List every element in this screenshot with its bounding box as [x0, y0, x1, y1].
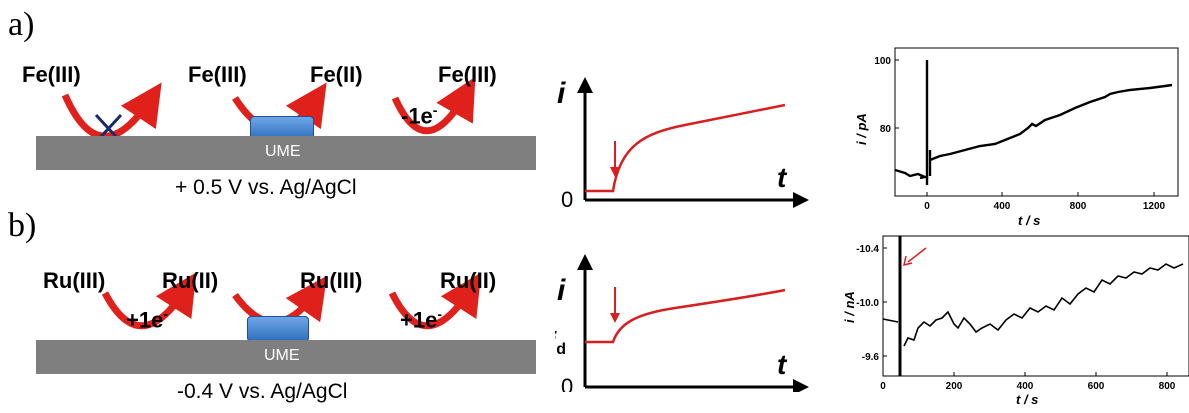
sketch-b-curve	[585, 288, 786, 344]
potential-b: -0.4 V vs. Ag/AgCl	[177, 380, 348, 403]
species-b3: Ru(III)	[300, 268, 363, 293]
plot-a-x-tick-0: 0	[924, 201, 930, 212]
sketch-a: i t 0	[557, 77, 809, 212]
plot-a-y-tick-0: 100	[874, 56, 891, 67]
plot-a-ylabel: i / pA	[854, 113, 869, 145]
electron-transfer-b1: +1e-	[126, 306, 168, 333]
panel-b-label: b)	[8, 207, 37, 244]
plot-b-x-tick-3: 600	[1088, 381, 1105, 392]
arrow-b1	[101, 272, 197, 330]
arrow-b3	[388, 272, 482, 330]
electron-transfer-b2: +1e-	[400, 306, 442, 333]
plot-b-y-tick-1: -10.0	[856, 298, 879, 309]
plot-a-y-tick-1: 80	[880, 124, 892, 135]
adsorbed-particle-b	[247, 316, 309, 342]
plot-b-x-tick-1: 200	[946, 381, 963, 392]
plot-b-ylabel: i / nA	[842, 291, 857, 323]
species-b4: Ru(II)	[440, 268, 497, 293]
plot-b: -10.4 -10.0 -9.6 0 200 400 600 800 i / nA t / …	[838, 228, 1189, 408]
electron-transfer-a: -1e-	[401, 102, 438, 129]
ume-label-a: UME	[265, 143, 301, 160]
plot-a-trace	[894, 60, 1173, 185]
panel-a-label: a)	[8, 6, 35, 43]
spike-arrow	[907, 247, 927, 263]
plot-b-x-tick-2: 400	[1017, 381, 1034, 392]
plot-a: 100 80 0 400 800 1200 i / pA t / s	[850, 40, 1185, 230]
sketch-b-xlabel: t	[777, 349, 788, 380]
plot-a-x-tick-3: 1200	[1143, 201, 1166, 212]
ume-label-b: UME	[264, 347, 300, 364]
sketch-b-zero: 0	[561, 374, 573, 392]
sketch-a-curve	[585, 103, 786, 193]
plot-b-x-tick-0: 0	[880, 381, 886, 392]
ume-electrode-a	[36, 136, 536, 170]
sketch-b-id-label: id	[555, 326, 566, 358]
plot-b-trace	[882, 263, 1184, 347]
plot-b-y-tick-0: -10.4	[856, 244, 879, 255]
species-b2: Ru(II)	[162, 268, 219, 293]
species-a4: Fe(III)	[438, 62, 497, 87]
species-b1: Ru(III)	[43, 268, 106, 293]
sketch-b-ylabel: i	[557, 274, 566, 307]
plot-a-x-tick-1: 400	[994, 201, 1011, 212]
plot-a-x-tick-2: 800	[1070, 201, 1087, 212]
plot-b-xlabel: t / s	[1016, 392, 1038, 407]
ume-electrode-b	[36, 340, 536, 374]
sketch-b: i id t 0	[555, 254, 809, 392]
potential-a: + 0.5 V vs. Ag/AgCl	[175, 176, 357, 199]
plot-b-y-tick-2: -9.6	[862, 352, 880, 363]
species-a3: Fe(II)	[310, 62, 363, 87]
plot-b-x-tick-4: 800	[1159, 381, 1176, 392]
sketch-a-xlabel: t	[777, 162, 788, 193]
species-a1: Fe(III)	[22, 62, 81, 87]
arrow-a3	[391, 76, 476, 135]
species-a2: Fe(III)	[188, 62, 247, 87]
sketch-a-zero: 0	[561, 187, 573, 212]
plot-a-xlabel: t / s	[1018, 213, 1040, 228]
sketch-a-ylabel: i	[557, 77, 566, 110]
